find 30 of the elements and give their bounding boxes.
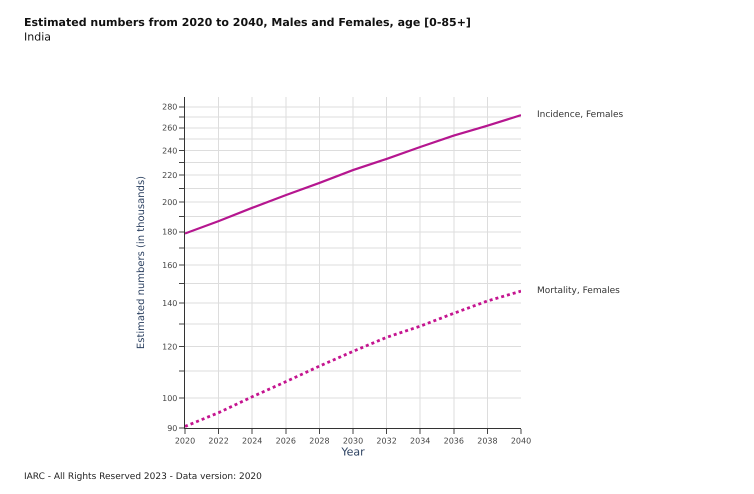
x-tick-label: 2026 [276, 436, 296, 446]
series-label: Incidence, Females [537, 110, 624, 120]
x-tick-label: 2036 [444, 436, 464, 446]
x-tick-label: 2022 [208, 436, 229, 446]
chart-title: Estimated numbers from 2020 to 2040, Males and Females, age [0-85+] [24, 16, 471, 29]
y-tick-label: 200 [162, 198, 178, 207]
y-tick-label: 220 [162, 170, 178, 180]
x-tick-label: 2038 [477, 436, 498, 446]
text: IARC - All Rights Reserved 2023 - Data version: 2020 [24, 472, 262, 482]
x-tick-label: 2032 [376, 436, 397, 446]
x-tick-label: 2034 [410, 436, 430, 446]
y-tick-label: 260 [162, 124, 178, 133]
line-series [185, 114, 521, 235]
x-tick-label: 2030 [342, 436, 364, 446]
y-axis-title: Estimated numbers (in thousands) [136, 176, 148, 350]
y-tick-label: 100 [162, 394, 178, 403]
y-tick-label: 180 [162, 228, 178, 237]
x-tick-label: 2020 [174, 436, 196, 446]
y-tick-label: 160 [162, 261, 178, 270]
y-tick-label: 280 [162, 102, 178, 112]
x-tick-label: 2028 [309, 436, 330, 446]
y-tick-label: 240 [162, 146, 178, 156]
y-tick-label: 140 [162, 298, 178, 308]
text: India [24, 30, 51, 44]
x-tick-label: 2040 [510, 436, 532, 446]
x-tick-label: 2024 [242, 436, 262, 446]
y-tick-label: 90 [167, 424, 178, 433]
y-tick-label: 120 [162, 342, 178, 352]
series-label: Mortality, Females [537, 286, 620, 296]
x-axis-title: Year [340, 446, 366, 459]
